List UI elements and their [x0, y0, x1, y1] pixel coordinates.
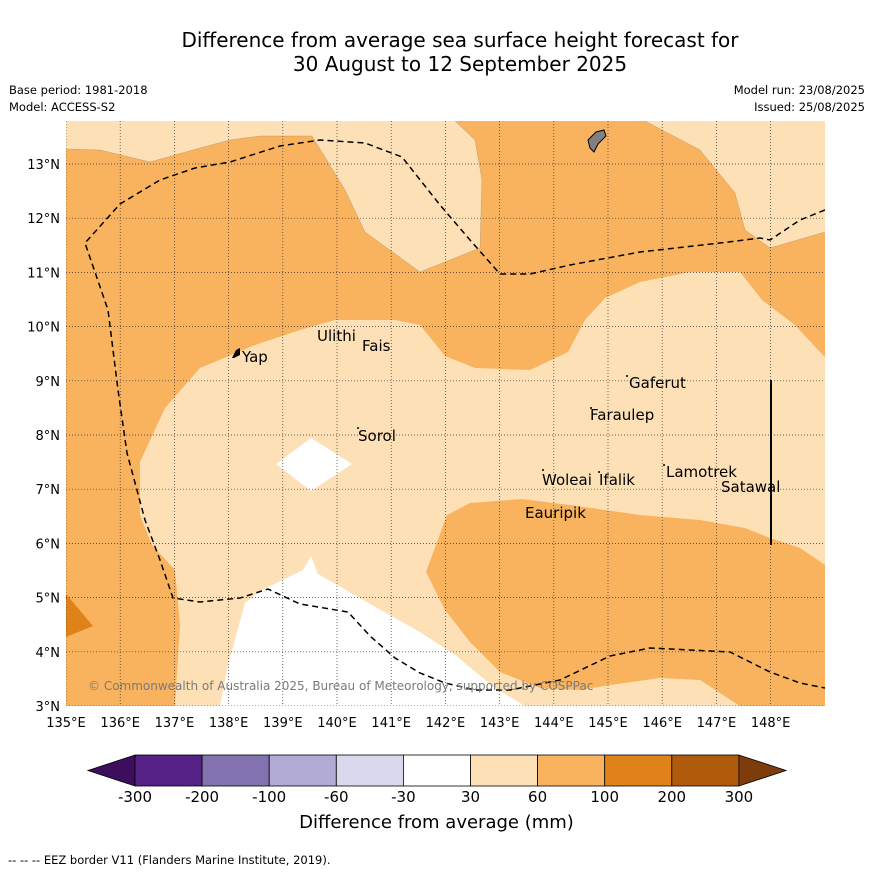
colorbar-tick-label: -30 [391, 788, 416, 806]
colorbar-segment [268, 754, 337, 787]
label-faraulep: Faraulep [590, 406, 654, 424]
label-eauripik: Eauripik [525, 504, 586, 522]
fill-60-100-north [66, 121, 825, 706]
colorbar-tick-label: 300 [724, 788, 754, 806]
colorbar-segment [201, 754, 270, 787]
colorbar-segment [470, 754, 538, 787]
fill-100-200-west [66, 594, 93, 637]
colorbar-segment [402, 754, 471, 787]
lon-tick-label: 147°E [697, 716, 737, 731]
model-run: Model run: 23/08/2025 [733, 83, 865, 97]
label-woleai: Woleai [542, 471, 592, 489]
faraulep-dot [590, 407, 592, 409]
label-yap: Yap [241, 348, 268, 366]
lat-tick-label: 8°N [36, 429, 61, 444]
sorol-dot [357, 427, 359, 429]
colorbar-tick-label: 200 [657, 788, 687, 806]
colorbar-segment [671, 754, 740, 787]
guam-island-shape [587, 129, 607, 153]
lon-tick-label: 141°E [371, 716, 411, 731]
lon-tick-label: 143°E [480, 716, 520, 731]
colorbar-title: Difference from average (mm) [299, 812, 574, 833]
eez-legend: -- -- -- EEZ border V11 (Flanders Marine… [8, 853, 331, 867]
label-gaferut: Gaferut [629, 374, 686, 392]
lon-tick-labels: 135°E 136°E 137°E 138°E 139°E 140°E 141°E 142°E… [46, 716, 790, 731]
issued-date: Issued: 25/08/2025 [754, 100, 865, 114]
colorbar-extend-high [738, 754, 788, 787]
lon-tick-label: 139°E [263, 716, 303, 731]
label-fais: Fais [362, 337, 391, 355]
label-satawal: Satawal [721, 478, 780, 496]
graticule [66, 121, 825, 706]
yap-island-shape [232, 348, 240, 358]
label-sorol: Sorol [358, 427, 396, 445]
lamotrek-dot [663, 464, 665, 466]
colorbar-tick-label: -200 [185, 788, 220, 806]
lon-tick-label: 148°E [751, 716, 791, 731]
colorbar-segment [335, 754, 404, 787]
title-line-1: Difference from average sea surface heig… [181, 28, 739, 52]
lon-tick-label: 136°E [100, 716, 140, 731]
neutral-south [220, 556, 525, 706]
fill-60-100-southeast [426, 499, 825, 706]
lat-tick-labels: 13°N 12°N 11°N 10°N 9°N 8°N 7°N 6°N 5°N 4°N 3°N [27, 158, 60, 715]
colorbar-segment [134, 754, 203, 787]
contour-lines [66, 121, 825, 273]
colorbar-tick-label: 60 [528, 788, 548, 806]
colorbar-segment [537, 754, 606, 787]
gaferut-dot [626, 375, 628, 377]
lat-tick-label: 11°N [27, 266, 60, 281]
label-ifalik: Ifalik [599, 471, 635, 489]
lon-tick-label: 144°E [534, 716, 574, 731]
colorbar-extend-low [86, 754, 136, 787]
label-ulithi: Ulithi [317, 327, 356, 345]
colorbar-segment [604, 754, 673, 787]
lon-tick-label: 146°E [642, 716, 682, 731]
lat-tick-label: 13°N [27, 158, 60, 173]
lon-tick-label: 138°E [209, 716, 249, 731]
lat-tick-label: 12°N [27, 212, 60, 227]
colorbar [86, 754, 788, 787]
title-line-2: 30 August to 12 September 2025 [292, 52, 628, 76]
copyright-text: © Commonwealth of Australia 2025, Bureau… [88, 679, 593, 693]
lat-tick-label: 10°N [27, 321, 60, 336]
lat-tick-label: 3°N [36, 700, 61, 715]
eez-border [84, 139, 825, 691]
lon-tick-label: 145°E [588, 716, 628, 731]
colorbar-tick-label: 100 [590, 788, 619, 806]
colorbar-tick-label: -300 [117, 788, 153, 806]
label-lamotrek: Lamotrek [666, 463, 737, 481]
lon-tick-label: 135°E [46, 716, 86, 731]
lat-tick-label: 6°N [36, 537, 61, 552]
colorbar-tick-label: -100 [252, 788, 287, 806]
lat-tick-label: 7°N [36, 483, 61, 498]
neutral-diamond [276, 438, 352, 491]
colorbar-tick-label: -60 [324, 788, 349, 806]
lon-tick-label: 142°E [426, 716, 466, 731]
ifalik-dot [598, 471, 600, 473]
lon-tick-label: 137°E [155, 716, 195, 731]
lat-tick-label: 4°N [36, 646, 61, 661]
lat-tick-label: 9°N [36, 375, 61, 390]
colorbar-tick-label: 30 [460, 788, 481, 806]
woleai-dot [542, 469, 544, 471]
model-name: Model: ACCESS-S2 [9, 100, 116, 114]
lon-tick-label: 140°E [317, 716, 357, 731]
base-period: Base period: 1981-2018 [9, 83, 148, 97]
lat-tick-label: 5°N [36, 592, 61, 607]
